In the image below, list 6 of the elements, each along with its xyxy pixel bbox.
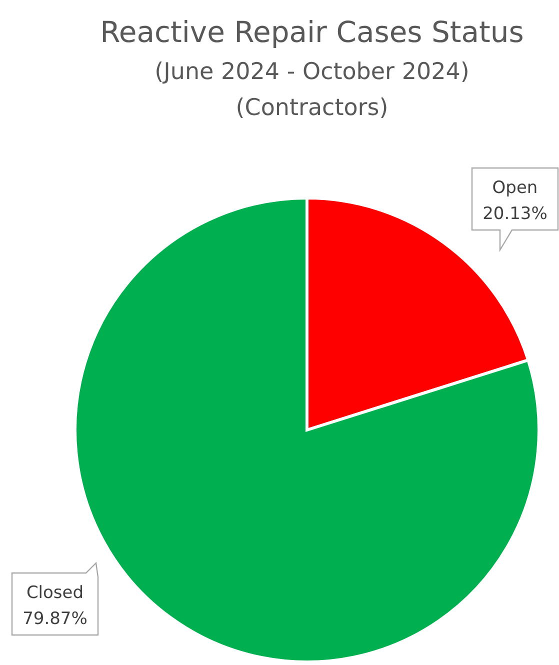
slice-label: Open <box>492 178 538 198</box>
chart-subtitle: (June 2024 - October 2024) (Contractors) <box>154 59 470 121</box>
chart-title: Reactive Repair Cases Status <box>100 15 524 49</box>
slice-label: Closed <box>26 583 84 603</box>
data-label: 20.13% <box>482 204 548 224</box>
data-label: 79.87% <box>22 609 88 629</box>
